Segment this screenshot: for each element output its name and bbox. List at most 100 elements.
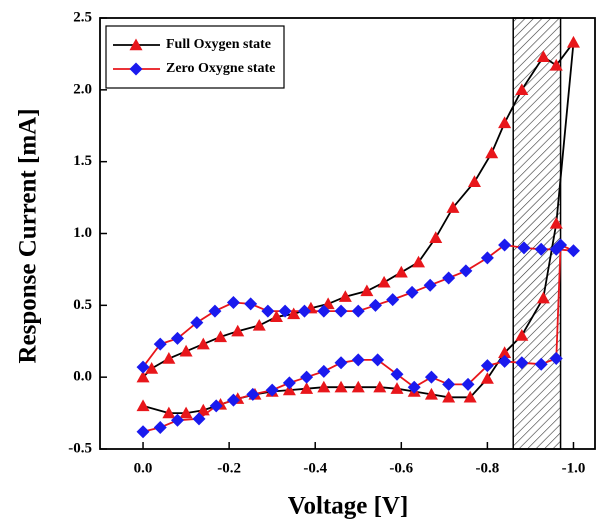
marker — [170, 331, 184, 345]
marker — [373, 380, 387, 393]
marker — [317, 380, 331, 393]
series-line — [142, 243, 574, 433]
marker — [136, 360, 150, 374]
y-tick-label: 0.0 — [73, 369, 92, 385]
y-axis-label: Response Current [mA] — [15, 108, 42, 363]
marker — [179, 344, 193, 357]
marker — [145, 362, 159, 374]
marker — [208, 304, 222, 318]
marker — [351, 353, 365, 367]
marker — [390, 367, 404, 381]
marker — [317, 304, 331, 318]
marker — [549, 216, 563, 229]
marker — [461, 377, 475, 391]
marker — [278, 304, 292, 318]
marker — [300, 382, 314, 394]
marker — [297, 304, 311, 318]
marker — [386, 293, 400, 307]
marker — [390, 382, 404, 394]
marker — [405, 285, 419, 299]
marker — [498, 346, 512, 358]
legend-label: Zero Oxygne state — [166, 61, 275, 76]
marker — [371, 353, 385, 367]
x-tick-label: -1.0 — [562, 460, 586, 476]
marker — [549, 351, 563, 365]
marker — [515, 356, 529, 370]
marker — [429, 231, 443, 244]
marker — [446, 201, 460, 213]
marker — [442, 377, 456, 391]
marker — [196, 337, 210, 350]
marker — [549, 58, 563, 71]
marker — [192, 412, 206, 426]
legend: Full Oxygen state Zero Oxygne state — [105, 25, 285, 89]
y-tick-label: -0.5 — [68, 440, 92, 456]
marker — [244, 297, 258, 311]
plot-frame — [99, 17, 596, 450]
marker — [226, 393, 240, 407]
marker — [162, 406, 176, 419]
marker — [377, 275, 391, 288]
marker — [287, 307, 301, 320]
marker — [317, 364, 331, 378]
marker — [246, 387, 260, 401]
marker — [129, 62, 143, 76]
marker — [209, 399, 223, 413]
marker — [334, 304, 348, 318]
y-tick-label: 0.5 — [73, 297, 92, 313]
marker — [351, 304, 365, 318]
marker — [424, 370, 438, 384]
marker — [442, 271, 456, 285]
marker — [231, 324, 245, 337]
marker — [129, 38, 143, 51]
y-tick-label: 2.0 — [73, 81, 92, 97]
y-tick-label: 1.5 — [73, 153, 92, 169]
marker — [485, 146, 499, 159]
marker — [566, 244, 580, 258]
x-tick-label: -0.2 — [217, 460, 241, 476]
marker — [265, 383, 279, 397]
marker — [360, 284, 374, 297]
marker — [261, 304, 275, 318]
marker — [153, 337, 167, 351]
marker — [480, 251, 494, 265]
marker — [252, 318, 266, 331]
marker — [136, 370, 150, 383]
marker — [424, 387, 438, 400]
shaded-region — [512, 17, 562, 450]
y-tick-label: 1.0 — [73, 225, 92, 241]
marker — [536, 50, 550, 62]
legend-label: Full Oxygen state — [166, 37, 271, 52]
marker — [467, 175, 481, 187]
marker — [136, 425, 150, 439]
y-tick-label: 2.5 — [73, 9, 92, 25]
marker — [498, 116, 512, 129]
marker — [162, 351, 176, 364]
marker — [566, 35, 580, 48]
marker — [368, 298, 382, 312]
marker — [334, 356, 348, 370]
marker — [190, 316, 204, 330]
marker — [136, 399, 150, 412]
marker — [394, 265, 408, 278]
marker — [351, 380, 365, 393]
marker — [517, 241, 531, 255]
marker — [498, 354, 512, 368]
marker — [179, 406, 193, 419]
marker — [282, 383, 296, 396]
marker — [515, 83, 529, 96]
x-tick-label: 0.0 — [134, 460, 153, 476]
marker — [515, 329, 529, 341]
marker — [170, 413, 184, 427]
marker — [554, 238, 568, 252]
marker — [338, 290, 352, 302]
marker — [534, 357, 548, 371]
marker — [459, 264, 473, 278]
marker — [536, 291, 550, 304]
x-tick-label: -0.6 — [389, 460, 413, 476]
marker — [534, 242, 548, 256]
marker — [334, 380, 348, 393]
marker — [442, 390, 456, 403]
